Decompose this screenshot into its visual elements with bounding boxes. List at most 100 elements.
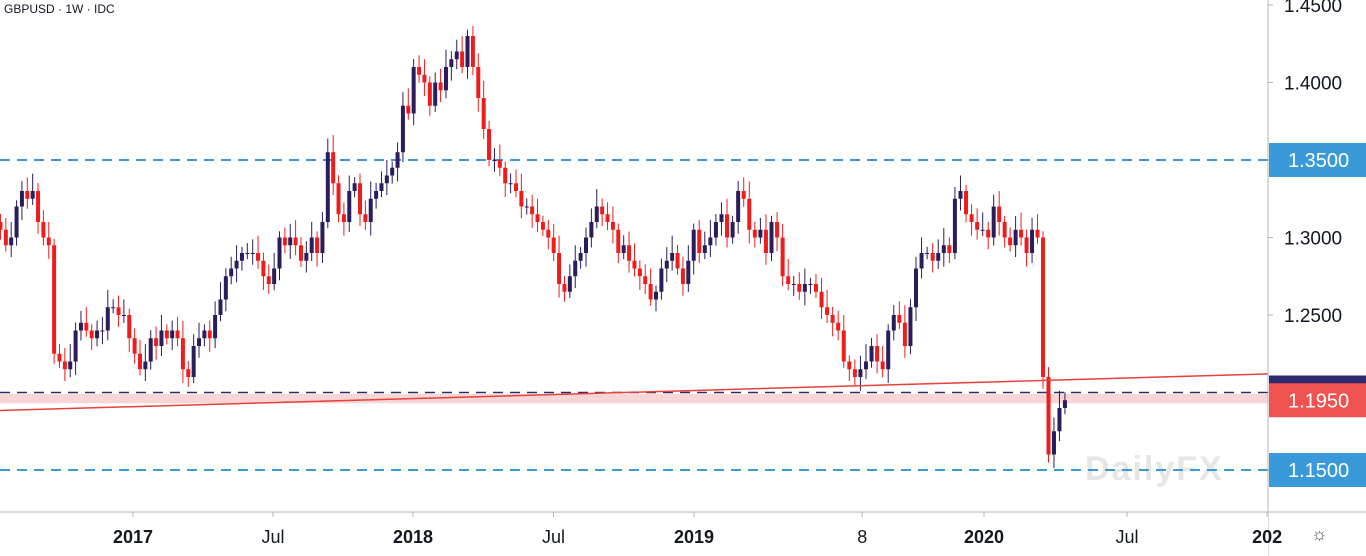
candle-body	[919, 253, 924, 269]
candle-body	[675, 253, 680, 269]
price-badge	[1269, 143, 1366, 177]
candle-body	[41, 222, 46, 238]
candle-body	[763, 229, 768, 253]
candle-body	[111, 307, 116, 309]
candle-body	[686, 260, 691, 284]
candle-body	[443, 67, 448, 91]
price-badge-label: 1.1950	[1288, 390, 1349, 412]
candle-body	[730, 222, 735, 238]
candle-body	[947, 245, 952, 253]
symbol-label: GBPUSD · 1W · IDC	[4, 2, 115, 16]
candle-body	[438, 82, 443, 91]
candle-body	[433, 82, 438, 106]
candle-body	[813, 284, 818, 292]
candle-body	[411, 67, 416, 114]
candle-body	[802, 284, 807, 292]
candle-body	[352, 183, 357, 191]
candle-body	[540, 222, 545, 230]
candle-body	[600, 206, 605, 215]
gear-icon[interactable]: ☼	[1311, 524, 1328, 544]
candle-body	[481, 98, 486, 129]
candle-body	[664, 260, 669, 269]
time-axis-bg	[0, 512, 1268, 556]
candle-body	[780, 237, 785, 277]
candle-body	[519, 191, 524, 207]
candle-body	[1057, 408, 1062, 432]
candle-body	[374, 191, 379, 199]
time-tick-label: Jul	[261, 527, 284, 547]
candle-body	[936, 253, 941, 261]
candle-body	[202, 330, 207, 339]
time-tick-label: 2018	[393, 527, 433, 547]
candle-body	[315, 237, 320, 253]
candle-body	[670, 253, 675, 261]
price-badge	[1269, 453, 1366, 487]
candle-body	[347, 191, 352, 222]
candle-body	[719, 214, 724, 222]
candle-body	[697, 229, 702, 253]
candle-body	[470, 36, 475, 67]
candle-body	[68, 361, 73, 370]
candle-body	[632, 260, 637, 269]
time-tick-label: 2019	[674, 527, 714, 547]
price-badge-label: 1.3500	[1288, 150, 1349, 172]
candle-body	[46, 237, 51, 246]
candle-body	[9, 237, 14, 246]
candle-body	[1041, 237, 1046, 377]
candle-body	[621, 245, 626, 253]
candle-body	[902, 322, 907, 346]
candle-body	[567, 276, 572, 292]
price-tick-label: 1.2500	[1284, 306, 1342, 327]
candle-body	[116, 307, 121, 315]
candle-body	[213, 315, 218, 339]
candle-body	[775, 222, 780, 238]
candle-body	[487, 129, 492, 160]
candle-body	[245, 253, 250, 254]
candle-body	[137, 353, 142, 370]
candle-body	[1030, 229, 1035, 253]
candle-body	[293, 237, 298, 246]
time-tick-label: Jul	[1115, 527, 1138, 547]
candle-body	[648, 284, 653, 300]
candle-body	[325, 152, 330, 222]
candle-body	[454, 51, 459, 60]
candle-body	[406, 105, 411, 114]
horizontal-lines-layer	[0, 159, 1268, 471]
candle-body	[886, 330, 891, 370]
candle-body	[234, 260, 239, 269]
candle-body	[25, 191, 30, 199]
candle-body	[89, 330, 94, 339]
candle-body	[78, 322, 83, 331]
candle-body	[14, 206, 19, 238]
candle-body	[395, 152, 400, 168]
candle-body	[250, 253, 255, 254]
candle-body	[610, 222, 615, 230]
trendline-layer	[0, 373, 1271, 412]
candle-body	[427, 82, 432, 106]
candle-body	[808, 284, 813, 285]
candle-body	[3, 229, 8, 246]
candle-body	[627, 245, 632, 261]
candle-body	[791, 284, 796, 285]
candle-body	[513, 183, 518, 191]
candle-body	[417, 67, 422, 75]
candle-body	[758, 229, 763, 238]
candle-body	[1035, 229, 1040, 238]
candle-body	[741, 191, 746, 199]
candle-body	[551, 237, 556, 253]
candle-body	[914, 268, 919, 308]
candle-body	[964, 191, 969, 215]
candle-body	[702, 245, 707, 253]
candle-body	[320, 222, 325, 253]
candle-body	[298, 245, 303, 261]
candle-body	[875, 346, 880, 362]
candle-body	[578, 253, 583, 261]
candle-body	[1024, 237, 1029, 253]
candle-body	[594, 206, 599, 222]
candle-body	[0, 222, 3, 230]
candle-body	[282, 237, 287, 246]
candle-body	[170, 330, 175, 339]
candle-body	[191, 346, 196, 377]
candle-body	[164, 330, 169, 339]
